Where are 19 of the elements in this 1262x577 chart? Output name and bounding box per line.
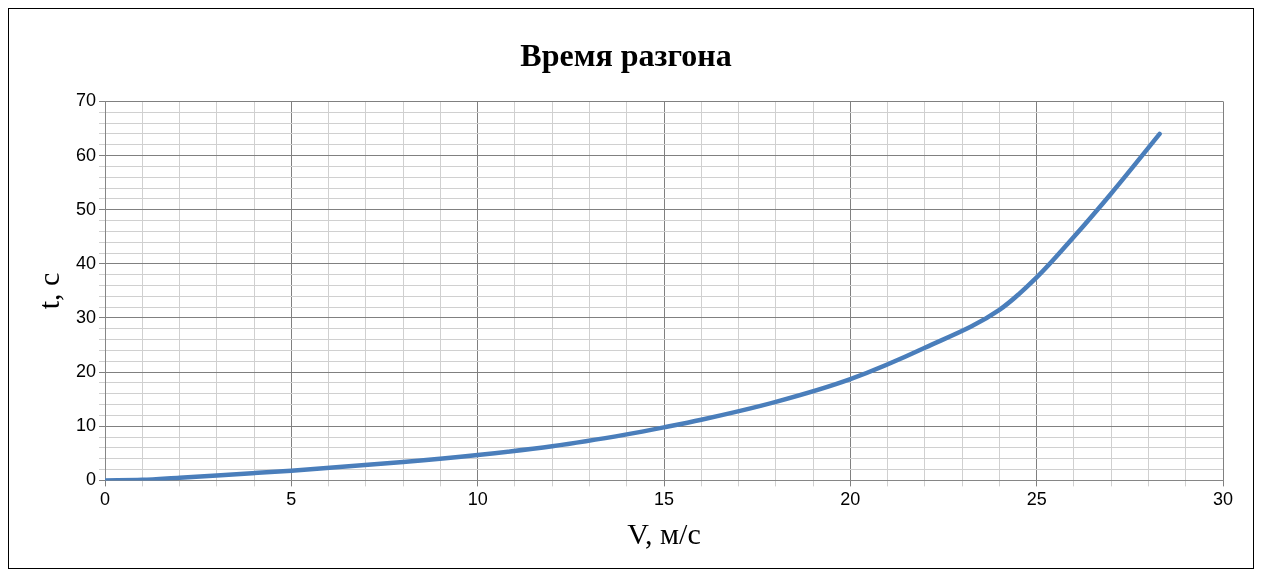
chart-title: Время разгона (520, 37, 732, 74)
x-tick-label: 5 (286, 489, 297, 510)
x-tick-label: 25 (1026, 489, 1047, 510)
y-tick-label: 0 (86, 469, 97, 490)
y-tick-label: 60 (75, 144, 97, 165)
x-tick-label: 20 (840, 489, 861, 510)
y-tick-label: 40 (75, 252, 97, 273)
x-axis-title: V, м/с (627, 516, 701, 550)
x-tick-label: 15 (654, 489, 675, 510)
x-tick-label: 0 (100, 489, 111, 510)
y-tick-label: 30 (75, 306, 97, 327)
y-tick-label: 20 (75, 361, 97, 382)
y-tick-label: 10 (75, 415, 97, 436)
line-series (105, 131, 1162, 481)
x-tick-label: 30 (1212, 489, 1234, 510)
y-tick-label: 70 (75, 90, 97, 111)
y-tick-label: 50 (75, 198, 97, 219)
y-axis-title: t, с (31, 272, 65, 310)
x-tick-label: 10 (467, 489, 488, 510)
